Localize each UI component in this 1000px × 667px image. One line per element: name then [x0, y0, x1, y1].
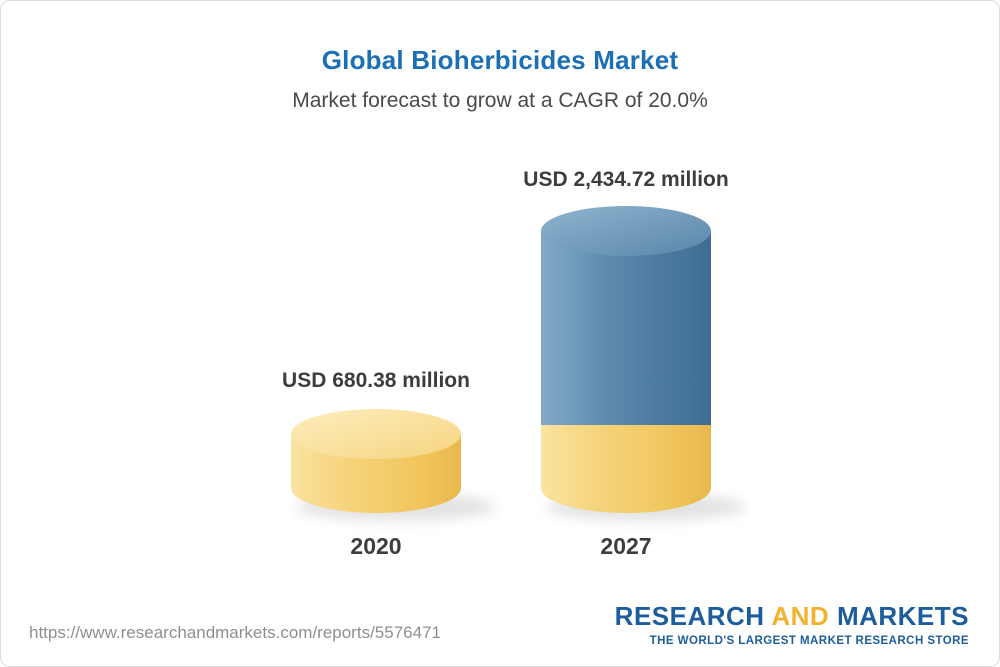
- logo-word-markets: MARKETS: [836, 601, 969, 631]
- logo-tagline: THE WORLD'S LARGEST MARKET RESEARCH STOR…: [649, 635, 969, 647]
- cylinder-2020: [291, 409, 461, 513]
- cylinder-2027-blue-segment: [541, 231, 711, 425]
- page-subtitle: Market forecast to grow at a CAGR of 20.…: [292, 89, 708, 112]
- page-title: Global Bioherbicides Market: [321, 45, 679, 75]
- cylinder-2027: [541, 206, 711, 513]
- logo-wordmark: RESEARCH AND MARKETS: [615, 601, 969, 632]
- category-label-2020: 2020: [350, 533, 402, 559]
- cylinder-2027-base-segment: [541, 425, 711, 513]
- research-and-markets-logo: RESEARCH AND MARKETS THE WORLD'S LARGEST…: [615, 601, 969, 647]
- category-label-2027: 2027: [600, 533, 652, 559]
- value-label-2027: USD 2,434.72 million: [523, 168, 729, 191]
- cylinder-2027-top: [541, 206, 711, 256]
- logo-word-research: RESEARCH: [614, 601, 765, 631]
- report-url: https://www.researchandmarkets.com/repor…: [29, 623, 441, 642]
- value-label-2020: USD 680.38 million: [282, 369, 470, 392]
- logo-word-and: AND: [771, 601, 830, 631]
